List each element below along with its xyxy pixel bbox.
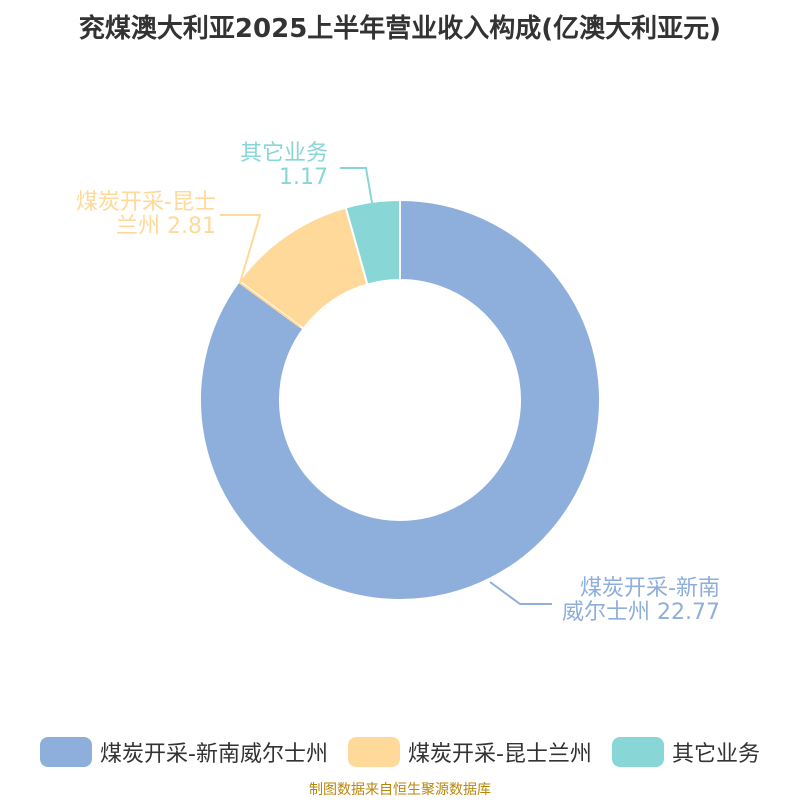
leader-line-0 <box>489 581 552 605</box>
legend-item-nsw[interactable]: 煤炭开采-新南威尔士州 <box>40 736 328 768</box>
data-label-1-1: 兰州 2.81 <box>116 214 216 239</box>
legend-item-other[interactable]: 其它业务 <box>611 736 760 768</box>
legend-label: 其它业务 <box>671 742 760 767</box>
leader-line-2 <box>340 167 373 204</box>
data-label-0-1: 威尔士州 22.77 <box>562 600 720 625</box>
slice-0[interactable] <box>199 198 601 601</box>
data-label-1-0: 煤炭开采-昆士 <box>76 190 216 215</box>
legend-item-qld[interactable]: 煤炭开采-昆士兰州 <box>347 736 592 768</box>
legend-swatch <box>347 737 400 767</box>
legend-swatch <box>40 737 93 767</box>
legend-label: 煤炭开采-新南威尔士州 <box>100 742 328 767</box>
legend: 煤炭开采-新南威尔士州 煤炭开采-昆士兰州 其它业务 <box>0 736 800 768</box>
data-label-2-0: 其它业务 <box>240 141 328 166</box>
source-note: 制图数据来自恒生聚源数据库 <box>309 782 491 798</box>
legend-swatch <box>611 737 664 767</box>
data-label-2-1: 1.17 <box>279 165 328 190</box>
slice-2[interactable] <box>344 198 401 286</box>
legend-label: 煤炭开采-昆士兰州 <box>407 742 592 767</box>
data-label-0-0: 煤炭开采-新南 <box>580 576 720 601</box>
leader-line-1 <box>220 214 301 328</box>
chart-title: 兖煤澳大利亚2025上半年营业收入构成(亿澳大利亚元) <box>78 14 722 44</box>
